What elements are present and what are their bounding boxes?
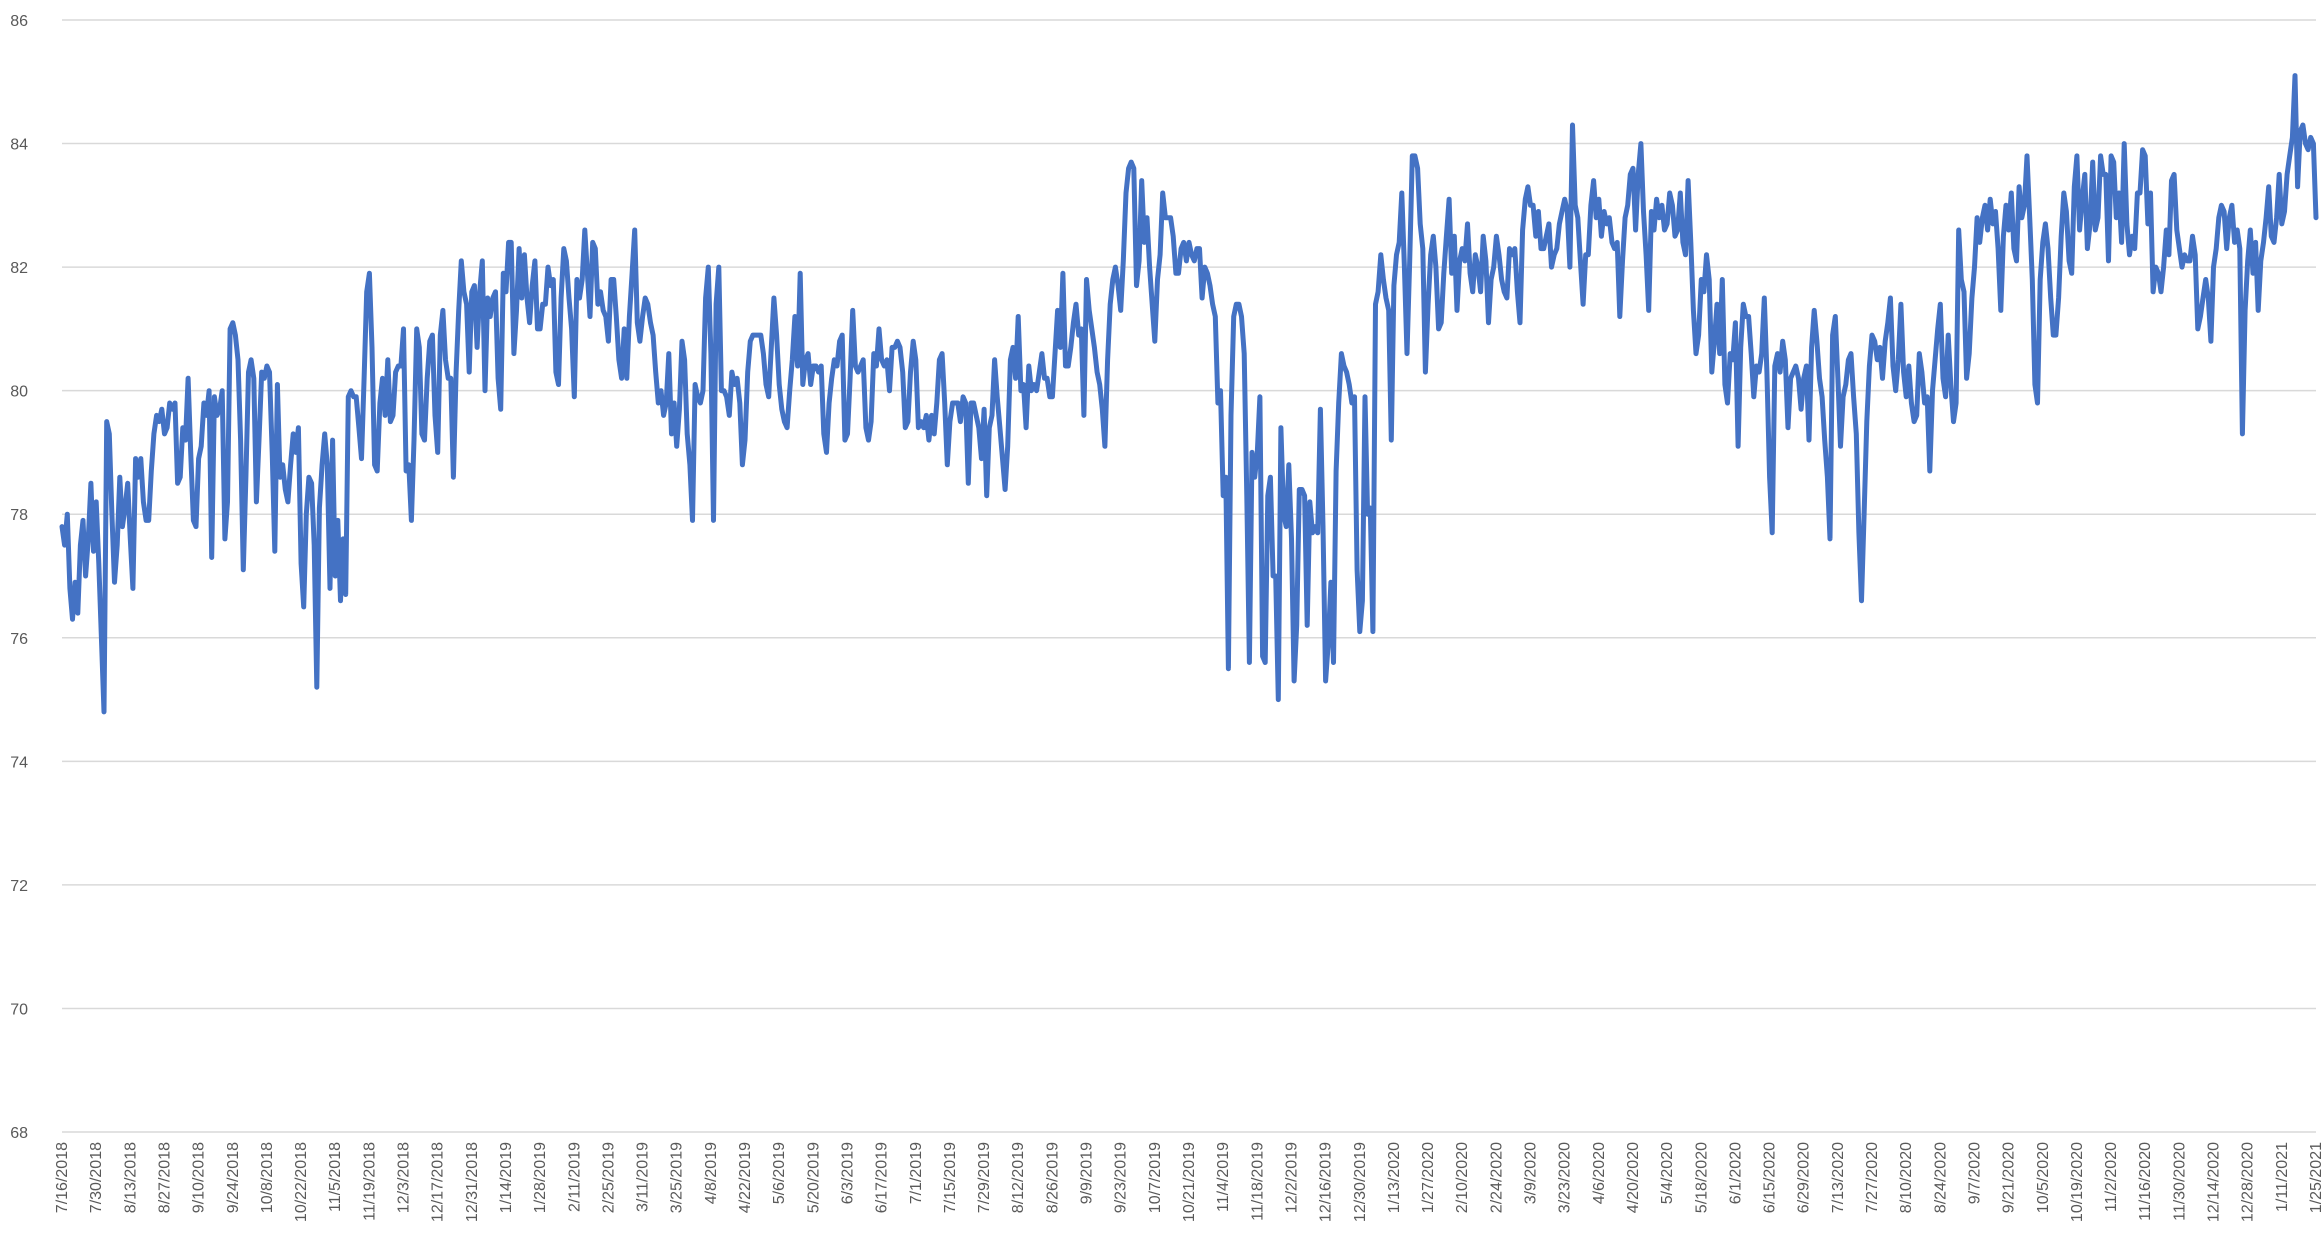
x-tick-label: 2/24/2020: [1488, 1142, 1505, 1213]
x-tick-label: 5/4/2020: [1659, 1142, 1676, 1204]
x-tick-label: 9/21/2020: [2001, 1142, 2018, 1213]
x-tick-label: 8/27/2018: [156, 1142, 173, 1213]
x-tick-label: 7/27/2020: [1864, 1142, 1881, 1213]
x-tick-label: 10/21/2019: [1181, 1142, 1198, 1222]
x-tick-label: 5/20/2019: [805, 1142, 822, 1213]
x-tick-label: 4/22/2019: [737, 1142, 754, 1213]
y-tick-label: 72: [10, 878, 28, 895]
x-tick-label: 7/30/2018: [88, 1142, 105, 1213]
x-tick-label: 3/23/2020: [1557, 1142, 1574, 1213]
x-tick-label: 12/30/2019: [1352, 1142, 1369, 1222]
x-tick-label: 10/5/2020: [2035, 1142, 2052, 1213]
x-tick-label: 3/9/2020: [1523, 1142, 1540, 1204]
x-tick-label: 12/2/2019: [1283, 1142, 1300, 1213]
x-tick-label: 6/29/2020: [1796, 1142, 1813, 1213]
x-tick-label: 12/3/2018: [396, 1142, 413, 1213]
x-tick-label: 1/27/2020: [1420, 1142, 1437, 1213]
x-tick-label: 3/25/2019: [669, 1142, 686, 1213]
x-tick-label: 12/17/2018: [430, 1142, 447, 1222]
x-tick-label: 5/18/2020: [1693, 1142, 1710, 1213]
x-tick-label: 11/2/2020: [2103, 1142, 2120, 1212]
x-tick-label: 11/18/2019: [1249, 1142, 1266, 1221]
x-tick-label: 1/13/2020: [1386, 1142, 1403, 1213]
x-tick-label: 4/6/2020: [1591, 1142, 1608, 1204]
x-tick-label: 8/13/2018: [122, 1142, 139, 1213]
y-axis-tick-labels: 68 70 72 74 76 78 80 82 84 86: [10, 13, 28, 1142]
x-tick-label: 11/4/2019: [1215, 1142, 1232, 1212]
y-tick-label: 82: [10, 260, 28, 277]
x-tick-label: 2/11/2019: [566, 1142, 583, 1212]
x-tick-label: 4/20/2020: [1625, 1142, 1642, 1213]
y-tick-label: 68: [10, 1125, 28, 1142]
y-tick-label: 86: [10, 13, 28, 30]
x-axis-tick-labels: 7/16/2018 7/30/2018 8/13/2018 8/27/2018 9/10…: [54, 1142, 2323, 1222]
x-tick-label: 1/11/2021: [2274, 1142, 2291, 1212]
x-tick-label: 7/1/2019: [908, 1142, 925, 1204]
series-line: [59, 73, 2319, 715]
x-tick-label: 10/7/2019: [1147, 1142, 1164, 1213]
x-tick-label: 8/26/2019: [1044, 1142, 1061, 1213]
x-tick-label: 9/24/2018: [225, 1142, 242, 1213]
x-tick-label: 6/17/2019: [874, 1142, 891, 1213]
y-tick-label: 84: [10, 137, 28, 154]
x-tick-label: 9/10/2018: [191, 1142, 208, 1213]
x-tick-label: 1/14/2019: [498, 1142, 515, 1213]
x-tick-label: 9/23/2019: [1113, 1142, 1130, 1213]
x-tick-label: 11/16/2020: [2137, 1142, 2154, 1221]
x-tick-label: 11/19/2018: [361, 1142, 378, 1221]
gridlines: [62, 19, 2316, 1133]
x-tick-label: 3/11/2019: [635, 1142, 652, 1212]
x-tick-label: 12/14/2020: [2206, 1142, 2223, 1222]
x-tick-label: 11/30/2020: [2171, 1142, 2188, 1221]
x-tick-label: 1/25/2021: [2308, 1142, 2323, 1213]
x-tick-label: 9/7/2020: [1966, 1142, 1983, 1204]
x-tick-label: 6/3/2019: [839, 1142, 856, 1204]
x-tick-label: 12/16/2019: [1318, 1142, 1335, 1222]
x-tick-label: 7/16/2018: [54, 1142, 71, 1213]
x-tick-label: 8/12/2019: [1010, 1142, 1027, 1213]
x-tick-label: 12/28/2020: [2240, 1142, 2257, 1222]
x-tick-label: 6/15/2020: [1762, 1142, 1779, 1213]
y-tick-label: 76: [10, 631, 28, 648]
x-tick-label: 2/25/2019: [600, 1142, 617, 1213]
x-tick-label: 9/9/2019: [1079, 1142, 1096, 1204]
x-tick-label: 7/29/2019: [976, 1142, 993, 1213]
x-tick-label: 2/10/2020: [1454, 1142, 1471, 1213]
x-tick-label: 11/5/2018: [327, 1142, 344, 1212]
x-tick-label: 8/24/2020: [1932, 1142, 1949, 1213]
x-tick-label: 12/31/2018: [464, 1142, 481, 1222]
y-tick-label: 80: [10, 384, 28, 401]
x-tick-label: 4/8/2019: [703, 1142, 720, 1204]
x-tick-label: 10/22/2018: [293, 1142, 310, 1222]
x-tick-label: 1/28/2019: [532, 1142, 549, 1213]
x-tick-label: 10/8/2018: [259, 1142, 276, 1213]
y-tick-label: 70: [10, 1001, 28, 1018]
y-tick-label: 74: [10, 754, 28, 771]
x-tick-label: 10/19/2020: [2069, 1142, 2086, 1222]
y-tick-label: 78: [10, 507, 28, 524]
x-tick-label: 7/13/2020: [1830, 1142, 1847, 1213]
x-tick-label: 6/1/2020: [1727, 1142, 1744, 1204]
x-tick-label: 8/10/2020: [1898, 1142, 1915, 1213]
x-tick-label: 5/6/2019: [771, 1142, 788, 1204]
x-tick-label: 7/15/2019: [942, 1142, 959, 1213]
